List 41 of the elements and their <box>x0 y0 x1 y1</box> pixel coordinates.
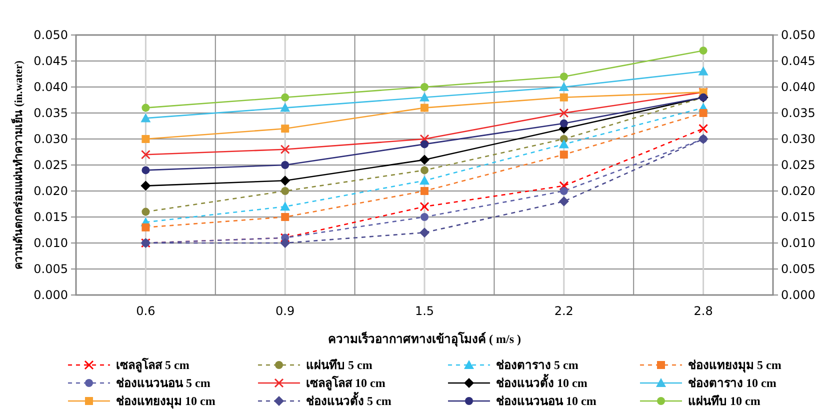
legend-label: ช่องแนวนอน 10 cm <box>496 394 596 408</box>
y2-tick-label: 0.000 <box>781 288 816 302</box>
y-tick-label: 0.000 <box>34 288 68 302</box>
legend-label: เซลลูโลส 5 cm <box>116 357 190 373</box>
legend-label: ช่องแทยงมุม 10 cm <box>116 394 216 409</box>
y-tick-label: 0.035 <box>34 106 68 120</box>
y-tick-label: 0.015 <box>34 210 68 224</box>
y2-tick-label: 0.025 <box>781 158 816 172</box>
legend-label: แผ่นทึบ 10 cm <box>688 394 760 408</box>
legend-label: ช่องแนวตั้ง 10 cm <box>496 373 588 390</box>
y2-tick-label: 0.045 <box>781 54 816 68</box>
x-axis-title: ความเร็วอากาศทางเข้าอุโมงค์ ( m/s ) <box>328 331 521 347</box>
y-tick-label: 0.050 <box>34 28 68 42</box>
y-tick-label: 0.020 <box>34 184 68 198</box>
y2-tick-label: 0.040 <box>781 80 816 94</box>
y2-tick-label: 0.005 <box>781 262 816 276</box>
y2-tick-label: 0.030 <box>781 132 816 146</box>
legend-label: ช่องตาราง 5 cm <box>496 358 578 372</box>
legend-label: ช่องตาราง 10 cm <box>688 376 776 390</box>
legend-label: ช่องแนวตั้ง 5 cm <box>306 391 392 408</box>
y-tick-label: 0.010 <box>34 236 68 250</box>
legend-label: แผ่นทึบ 5 cm <box>306 358 372 372</box>
y2-tick-label: 0.050 <box>781 28 816 42</box>
y2-tick-label: 0.010 <box>781 236 816 250</box>
y-tick-label: 0.045 <box>34 54 68 68</box>
y2-tick-label: 0.035 <box>781 106 816 120</box>
legend-label: ช่องแนวนอน 5 cm <box>116 376 210 390</box>
y-tick-label: 0.040 <box>34 80 68 94</box>
y-tick-label: 0.005 <box>34 262 68 276</box>
legend-label: ช่องแทยงมุม 5 cm <box>688 358 782 373</box>
y2-tick-label: 0.015 <box>781 210 816 224</box>
legend-label: เซลลูโลส 10 cm <box>306 375 386 391</box>
x-tick-label: 0.6 <box>136 304 156 318</box>
x-tick-label: 0.9 <box>276 304 295 318</box>
y2-tick-label: 0.020 <box>781 184 816 198</box>
y-tick-label: 0.030 <box>34 132 68 146</box>
x-tick-label: 2.8 <box>694 304 713 318</box>
y-axis-title: ความดันตกคร่อมแผ่นทำความเย็น (in.water) <box>11 60 25 270</box>
y-tick-label: 0.025 <box>34 158 68 172</box>
x-tick-label: 1.5 <box>414 304 434 318</box>
x-tick-label: 2.2 <box>554 304 574 318</box>
